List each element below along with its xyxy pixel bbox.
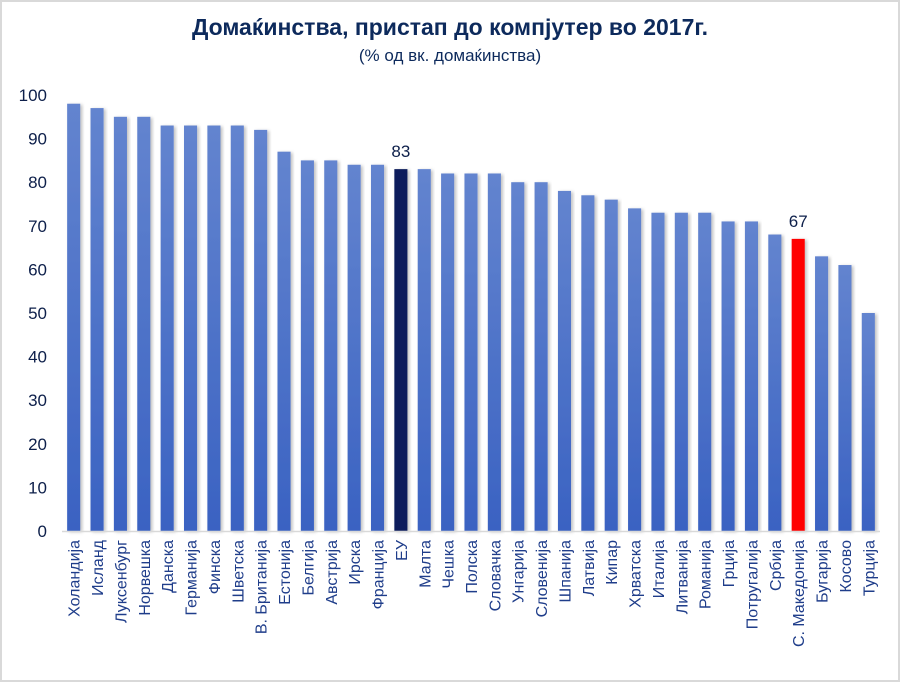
x-tick-label: В. Британија xyxy=(254,540,271,634)
y-tick-label: 100 xyxy=(19,86,47,105)
bar-country xyxy=(137,116,151,532)
y-tick-label: 60 xyxy=(28,260,47,279)
bar-country xyxy=(768,234,782,531)
bar-country xyxy=(230,125,244,532)
x-tick-label: Финска xyxy=(207,540,224,594)
x-tick-label: Грција xyxy=(721,540,738,587)
x-tick-label: ЕУ xyxy=(394,539,411,561)
x-tick-label: Исланд xyxy=(90,539,107,596)
bar-country xyxy=(861,313,875,531)
bars-group xyxy=(67,103,875,532)
bar-country xyxy=(604,199,618,531)
x-tick-label: Норвешка xyxy=(137,540,154,616)
x-tick-label: Косово xyxy=(838,540,855,593)
bar-country xyxy=(90,108,104,531)
y-tick-label: 10 xyxy=(28,478,47,497)
bar-country xyxy=(464,173,478,532)
bar-country xyxy=(113,116,127,532)
x-tick-label: Словачка xyxy=(487,540,504,612)
x-tick-label: Словенија xyxy=(534,540,551,618)
y-tick-label: 80 xyxy=(28,173,47,192)
bar-country xyxy=(651,212,665,531)
data-labels: 83 67 xyxy=(391,142,807,231)
x-tick-label: Хрватска xyxy=(628,540,645,608)
bar-country xyxy=(417,169,431,531)
x-tick-label: Данска xyxy=(160,540,177,593)
bar-country xyxy=(254,129,268,531)
bar-country xyxy=(744,221,759,531)
x-tick-label: Италија xyxy=(651,540,668,598)
bar-country xyxy=(698,212,712,531)
bar-country xyxy=(300,160,314,531)
bar-country xyxy=(207,125,221,532)
bar-country xyxy=(557,190,572,532)
x-tick-label: Франција xyxy=(371,540,388,609)
x-tick-label: С. Македонија xyxy=(791,540,808,647)
bar-country xyxy=(674,212,688,531)
bar-country xyxy=(347,164,361,531)
y-tick-label: 30 xyxy=(28,391,47,410)
bar-country xyxy=(441,173,455,532)
x-tick-label: Кипар xyxy=(604,540,621,585)
bar-country xyxy=(511,182,525,531)
bar-country xyxy=(277,151,291,531)
bar-country xyxy=(487,173,501,532)
x-tick-label: Естонија xyxy=(277,540,294,605)
x-tick-label: Австрија xyxy=(324,540,341,605)
x-tick-label: Луксенбург xyxy=(113,540,130,623)
x-tick-label: Потругалија xyxy=(744,540,761,629)
bar-highlight xyxy=(394,169,408,531)
x-tick-label: Чешка xyxy=(441,540,458,589)
bar-country xyxy=(324,160,338,531)
bar-country xyxy=(67,103,81,531)
x-tick-label: Литванија xyxy=(674,540,691,614)
bar-country xyxy=(183,125,198,532)
bar-country xyxy=(534,182,548,531)
y-tick-label: 70 xyxy=(28,217,47,236)
x-axis-labels: Холандија Исланд Луксенбург Норвешка Данска Г… xyxy=(67,539,879,647)
x-tick-label: Германија xyxy=(184,540,201,616)
data-label: 83 xyxy=(391,142,410,161)
x-tick-label: Турција xyxy=(861,540,878,596)
bar-country xyxy=(721,221,735,531)
data-label: 67 xyxy=(789,212,808,231)
bar-highlight xyxy=(791,238,805,531)
x-tick-label: Полска xyxy=(464,540,481,594)
x-tick-label: Малта xyxy=(417,540,434,588)
y-axis: 0 10 20 30 40 50 60 70 80 90 100 xyxy=(19,86,47,541)
bar-country xyxy=(628,208,642,532)
chart-title: Домаќинства, пристап до компјутер во 201… xyxy=(191,14,709,40)
bar-country xyxy=(370,164,385,531)
bar-country xyxy=(838,265,852,531)
x-tick-label: Бугарија xyxy=(815,540,832,603)
chart-subtitle: (% од вк. домаќинства) xyxy=(358,46,542,65)
x-tick-label: Србија xyxy=(768,540,785,591)
y-tick-label: 90 xyxy=(28,130,47,149)
y-tick-label: 20 xyxy=(28,435,47,454)
bar-country xyxy=(581,195,595,531)
x-tick-label: Романија xyxy=(698,540,715,609)
bar-country xyxy=(160,125,174,532)
y-tick-label: 40 xyxy=(28,348,47,367)
x-tick-label: Холандија xyxy=(67,540,84,617)
x-tick-label: Унгарија xyxy=(511,540,528,603)
y-tick-label: 50 xyxy=(28,304,47,323)
x-tick-label: Латвија xyxy=(581,540,598,596)
x-tick-label: Шпанија xyxy=(557,540,574,603)
x-tick-label: Белгија xyxy=(300,540,317,596)
y-tick-label: 0 xyxy=(38,522,47,541)
x-tick-label: Ирска xyxy=(347,540,364,585)
bar-country xyxy=(815,256,829,531)
x-tick-label: Шветска xyxy=(230,540,247,603)
